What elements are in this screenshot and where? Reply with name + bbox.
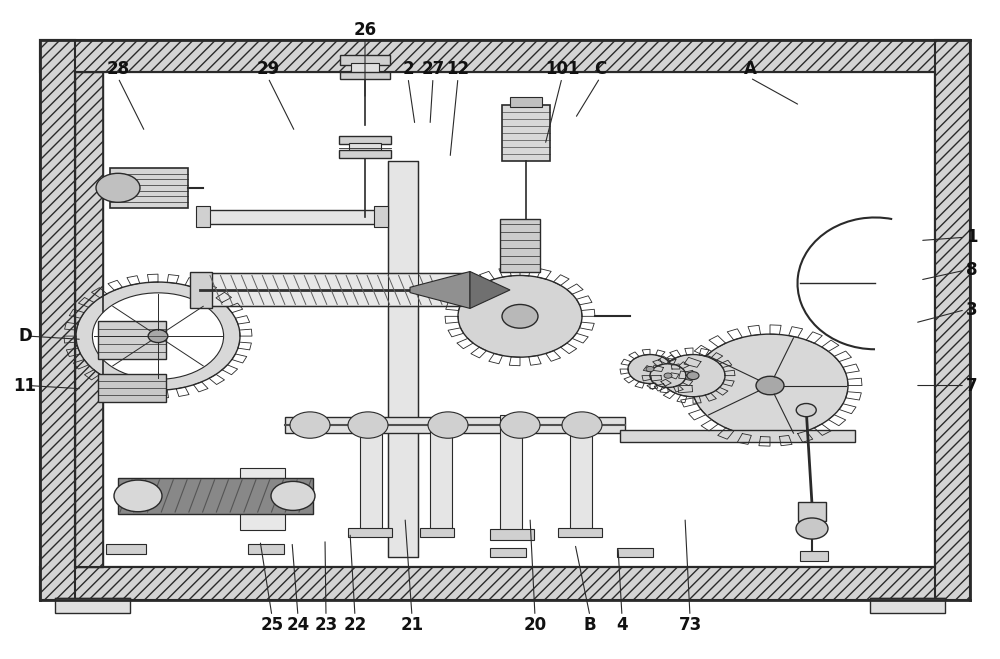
Text: 7: 7 [966, 376, 978, 395]
Bar [248, 544, 284, 554]
Text: B: B [584, 616, 596, 634]
Text: 8: 8 [966, 261, 978, 279]
Bar [502, 105, 550, 161]
Bar [196, 206, 210, 227]
Bar [190, 272, 212, 308]
Bar [570, 418, 592, 530]
Bar [490, 548, 526, 557]
Bar [374, 206, 388, 227]
Circle shape [76, 282, 240, 390]
Bar [339, 150, 391, 158]
Text: A: A [744, 60, 756, 78]
Bar [800, 551, 828, 561]
Circle shape [148, 330, 168, 343]
Bar [98, 321, 166, 359]
Bar [348, 528, 392, 537]
Circle shape [290, 412, 330, 438]
Bar [98, 374, 166, 402]
Circle shape [628, 355, 672, 384]
Text: 11: 11 [14, 376, 36, 395]
Circle shape [650, 364, 686, 387]
Circle shape [114, 480, 162, 511]
Bar [558, 528, 602, 537]
Text: 2: 2 [402, 60, 414, 78]
Circle shape [458, 275, 582, 357]
Circle shape [796, 403, 816, 416]
Text: 20: 20 [523, 616, 547, 634]
Bar [340, 55, 390, 65]
Polygon shape [410, 272, 470, 308]
Circle shape [502, 304, 538, 328]
Text: 23: 23 [314, 616, 338, 634]
Text: 101: 101 [545, 60, 579, 78]
Bar [360, 418, 382, 530]
Circle shape [562, 412, 602, 438]
Bar [339, 136, 391, 144]
Bar [200, 273, 470, 306]
Circle shape [271, 481, 315, 510]
Circle shape [664, 373, 672, 378]
Bar [285, 417, 625, 433]
Text: 73: 73 [678, 616, 702, 634]
Bar [200, 210, 380, 224]
Text: 26: 26 [353, 20, 377, 39]
Bar [351, 63, 379, 75]
Text: 28: 28 [106, 60, 130, 78]
Circle shape [92, 293, 224, 380]
Circle shape [661, 355, 725, 397]
Circle shape [796, 518, 828, 539]
Text: 29: 29 [256, 60, 280, 78]
Bar [40, 40, 75, 600]
Circle shape [500, 412, 540, 438]
Text: C: C [594, 60, 606, 78]
Bar [75, 72, 935, 567]
Bar [798, 502, 826, 521]
Bar [935, 40, 970, 600]
Text: 27: 27 [421, 60, 445, 78]
Bar [870, 598, 945, 613]
Bar [40, 567, 970, 600]
Bar [55, 598, 130, 613]
Bar [500, 415, 522, 530]
Bar [340, 72, 390, 79]
Bar [430, 418, 452, 530]
Text: 25: 25 [260, 616, 284, 634]
Bar [40, 40, 970, 72]
Bar [500, 219, 540, 272]
Bar [75, 72, 103, 567]
Circle shape [687, 372, 699, 380]
Polygon shape [470, 272, 510, 308]
Text: 21: 21 [400, 616, 424, 634]
Bar [420, 528, 454, 537]
Text: D: D [18, 327, 32, 345]
Bar [118, 478, 313, 514]
Circle shape [646, 366, 654, 372]
Circle shape [692, 334, 848, 437]
Text: 22: 22 [343, 616, 367, 634]
Bar [490, 529, 534, 540]
Bar [106, 544, 146, 554]
Bar [349, 143, 381, 154]
Text: 24: 24 [286, 616, 310, 634]
Text: 3: 3 [966, 301, 978, 319]
Bar [110, 168, 188, 208]
Bar [620, 430, 855, 442]
Text: 4: 4 [616, 616, 628, 634]
Circle shape [756, 376, 784, 395]
Bar [388, 161, 418, 557]
Circle shape [348, 412, 388, 438]
Bar [510, 97, 542, 107]
Text: 12: 12 [446, 60, 470, 78]
Circle shape [428, 412, 468, 438]
Text: 1: 1 [966, 228, 978, 246]
Bar [240, 468, 285, 530]
Circle shape [96, 173, 140, 202]
Bar [617, 548, 653, 557]
